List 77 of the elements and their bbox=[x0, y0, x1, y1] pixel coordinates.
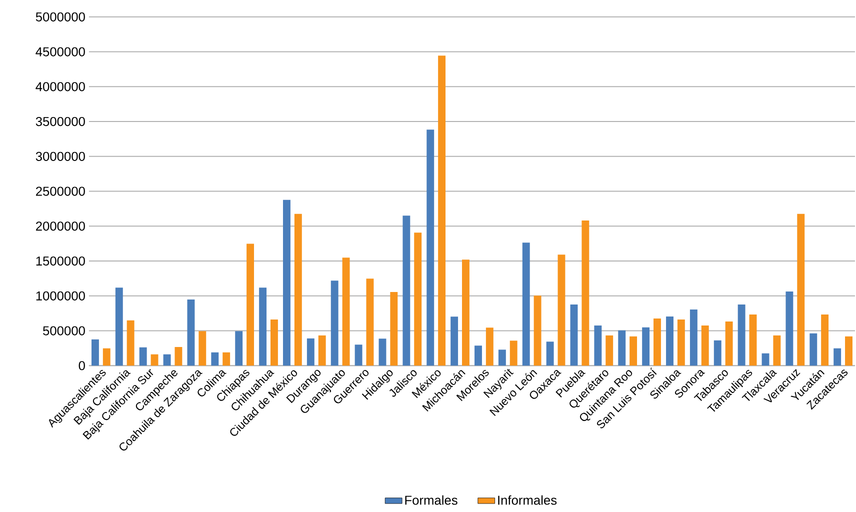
bar bbox=[654, 318, 661, 366]
bar bbox=[498, 350, 506, 366]
bar bbox=[546, 342, 554, 366]
bar bbox=[187, 300, 195, 366]
bar bbox=[725, 322, 733, 366]
bar bbox=[821, 314, 829, 366]
bar bbox=[462, 260, 470, 366]
bar bbox=[198, 331, 206, 366]
bar bbox=[594, 326, 602, 366]
bar bbox=[414, 232, 422, 366]
bar bbox=[294, 214, 302, 366]
bar bbox=[714, 340, 722, 366]
bar bbox=[762, 354, 770, 366]
bar bbox=[677, 320, 685, 366]
bar bbox=[701, 326, 709, 366]
bar bbox=[91, 340, 99, 366]
bar bbox=[738, 304, 746, 366]
bar bbox=[450, 316, 458, 366]
bar bbox=[810, 334, 818, 366]
bar bbox=[845, 336, 852, 366]
bar bbox=[318, 336, 326, 366]
bar bbox=[834, 348, 842, 366]
y-tick-label: 5000000 bbox=[36, 12, 85, 22]
y-tick-label: 4500000 bbox=[36, 47, 85, 56]
y-tick-label: 3000000 bbox=[36, 152, 85, 162]
bar bbox=[666, 316, 674, 366]
bar bbox=[534, 296, 542, 366]
bar bbox=[606, 336, 614, 366]
y-tick-label: 2500000 bbox=[36, 186, 85, 196]
bar bbox=[139, 348, 147, 366]
bar bbox=[486, 328, 494, 366]
bar bbox=[211, 352, 219, 366]
legend-label: Formales bbox=[405, 495, 458, 505]
bar bbox=[115, 288, 123, 366]
bar bbox=[222, 352, 230, 366]
bar bbox=[642, 328, 650, 366]
bar bbox=[773, 336, 781, 366]
bar bbox=[522, 242, 530, 366]
bar bbox=[259, 288, 267, 366]
bar bbox=[235, 331, 243, 366]
bar bbox=[570, 304, 578, 366]
bar bbox=[102, 348, 110, 366]
bar bbox=[558, 254, 566, 366]
bar bbox=[618, 330, 626, 366]
bar bbox=[246, 244, 254, 366]
bar bbox=[797, 214, 805, 366]
bar bbox=[330, 280, 338, 366]
bar bbox=[174, 347, 182, 366]
y-tick-label: 1000000 bbox=[36, 291, 85, 301]
y-tick-label: 0 bbox=[78, 361, 85, 370]
bar bbox=[306, 338, 314, 366]
bar bbox=[630, 336, 638, 366]
legend-label: Informales bbox=[498, 495, 557, 505]
bar bbox=[270, 320, 278, 366]
bar bbox=[366, 278, 374, 366]
bar bbox=[690, 310, 698, 366]
bar bbox=[150, 354, 158, 366]
bar bbox=[749, 314, 757, 366]
bar bbox=[474, 346, 482, 366]
bar bbox=[354, 344, 362, 366]
y-tick-label: 500000 bbox=[43, 326, 85, 336]
bar bbox=[283, 200, 290, 366]
bar bbox=[126, 320, 134, 366]
bar bbox=[163, 354, 171, 366]
y-tick-label: 1500000 bbox=[36, 256, 85, 266]
bar bbox=[582, 220, 590, 366]
bar bbox=[390, 292, 398, 366]
bar bbox=[426, 130, 434, 366]
bar bbox=[402, 216, 410, 366]
y-tick-label: 3500000 bbox=[36, 117, 85, 126]
bar bbox=[438, 56, 446, 366]
bar bbox=[786, 292, 794, 366]
y-tick-label: 4000000 bbox=[36, 82, 85, 92]
bar bbox=[510, 340, 518, 366]
bar bbox=[342, 258, 350, 366]
y-tick-label: 2000000 bbox=[36, 222, 85, 231]
bar bbox=[378, 338, 386, 366]
